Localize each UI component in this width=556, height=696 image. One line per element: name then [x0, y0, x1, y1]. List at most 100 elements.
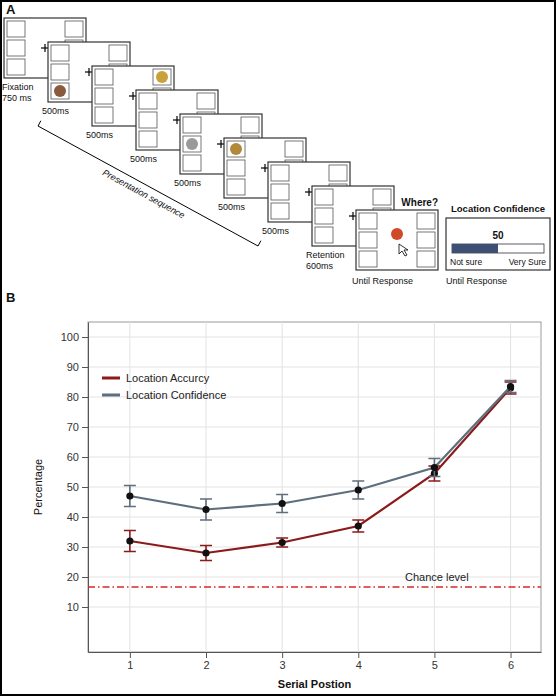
location-box — [51, 45, 69, 61]
location-box — [95, 88, 113, 104]
item-icon — [230, 143, 242, 155]
tick: 70 — [67, 421, 88, 433]
tick: 10 — [67, 601, 88, 613]
error-bar — [428, 459, 440, 477]
screen-frame — [356, 210, 438, 270]
legend-label: Location Accurcy — [126, 372, 210, 384]
tick: 1 — [127, 652, 133, 671]
fixation-cross — [176, 116, 177, 124]
location-box — [315, 227, 333, 243]
tick-mark — [82, 547, 88, 548]
tick: 80 — [67, 391, 88, 403]
tick-label: 10 — [67, 601, 79, 613]
grid-line — [88, 517, 541, 518]
tick-mark — [82, 457, 88, 458]
confidence-screen: Location Confidence50Not sureVery Sure — [446, 203, 550, 270]
axis-line — [89, 652, 542, 653]
location-box — [417, 251, 435, 267]
location-box — [7, 21, 25, 37]
tick-mark — [358, 652, 359, 658]
grid-line — [88, 457, 541, 458]
location-box — [95, 69, 113, 85]
location-box — [271, 165, 289, 181]
series-line — [130, 387, 511, 510]
cursor — [399, 244, 408, 256]
fixation-cross — [88, 68, 89, 76]
tick-label: 90 — [67, 361, 79, 373]
tick: 3 — [280, 652, 286, 671]
series — [124, 381, 517, 521]
tick: 2 — [203, 652, 209, 671]
fixation-cross — [220, 140, 221, 148]
stage-duration: Until Response — [352, 276, 413, 286]
tick-label: 50 — [67, 481, 79, 493]
item-icon — [186, 138, 198, 150]
screen-frame — [446, 218, 550, 270]
tick-mark — [82, 367, 88, 368]
grid-line — [282, 322, 283, 652]
location-box — [153, 69, 171, 85]
slider-high: Very Sure — [509, 257, 547, 267]
tick: 30 — [67, 541, 88, 553]
location-box — [359, 251, 377, 267]
tick: 50 — [67, 481, 88, 493]
location-box — [271, 184, 289, 200]
location-box — [359, 232, 377, 248]
location-box — [183, 117, 201, 133]
tick: 40 — [67, 511, 88, 523]
tick: 100 — [61, 331, 88, 343]
tick-mark — [82, 607, 88, 608]
tick-label: 6 — [508, 659, 514, 671]
location-box — [7, 59, 25, 75]
point — [126, 537, 133, 544]
stage-label: Retention — [306, 250, 345, 260]
point — [431, 464, 438, 471]
item-icon — [156, 71, 168, 83]
location-box — [183, 136, 201, 152]
legend-swatch — [102, 377, 120, 380]
x-axis: 123456 — [89, 652, 542, 671]
grid-line — [88, 547, 541, 548]
location-box — [329, 165, 347, 181]
location-box — [109, 45, 127, 61]
stage-duration: 500ms — [130, 154, 158, 164]
location-box — [417, 213, 435, 229]
location-box — [227, 179, 245, 195]
figure: AFixation750 ms500ms500ms500ms500ms500ms… — [0, 0, 556, 696]
tick-mark — [282, 652, 283, 658]
slider-low: Not sure — [450, 257, 482, 267]
legend-label: Location Confidence — [126, 389, 226, 401]
point — [202, 549, 209, 556]
location-box — [139, 93, 157, 109]
tick-label: 3 — [280, 659, 286, 671]
stage-duration: 500ms — [86, 130, 114, 140]
grid-line — [510, 322, 511, 652]
grid-line — [88, 367, 541, 368]
tick-label: 80 — [67, 391, 79, 403]
screen — [356, 210, 438, 270]
stage-duration: Until Response — [446, 276, 507, 286]
tick: 60 — [67, 451, 88, 463]
slider-value: 50 — [492, 230, 504, 241]
tick-mark — [82, 517, 88, 518]
fixation-cross — [352, 212, 353, 220]
stage-duration: 750 ms — [2, 93, 32, 103]
slider-fill — [452, 244, 498, 253]
tick-mark — [511, 652, 512, 658]
item-icon — [54, 85, 66, 97]
location-box — [139, 131, 157, 147]
panel-a: AFixation750 ms500ms500ms500ms500ms500ms… — [2, 2, 550, 286]
tick: 90 — [67, 361, 88, 373]
tick-label: 2 — [203, 659, 209, 671]
grid-line — [88, 337, 541, 338]
grid-line — [434, 322, 435, 652]
panel-label: A — [6, 2, 16, 17]
location-box — [139, 112, 157, 128]
location-box — [197, 93, 215, 109]
location-box — [227, 160, 245, 176]
tick-label: 4 — [356, 659, 362, 671]
location-box — [373, 189, 391, 205]
point — [355, 522, 362, 529]
location-box — [359, 213, 377, 229]
location-box — [271, 203, 289, 219]
